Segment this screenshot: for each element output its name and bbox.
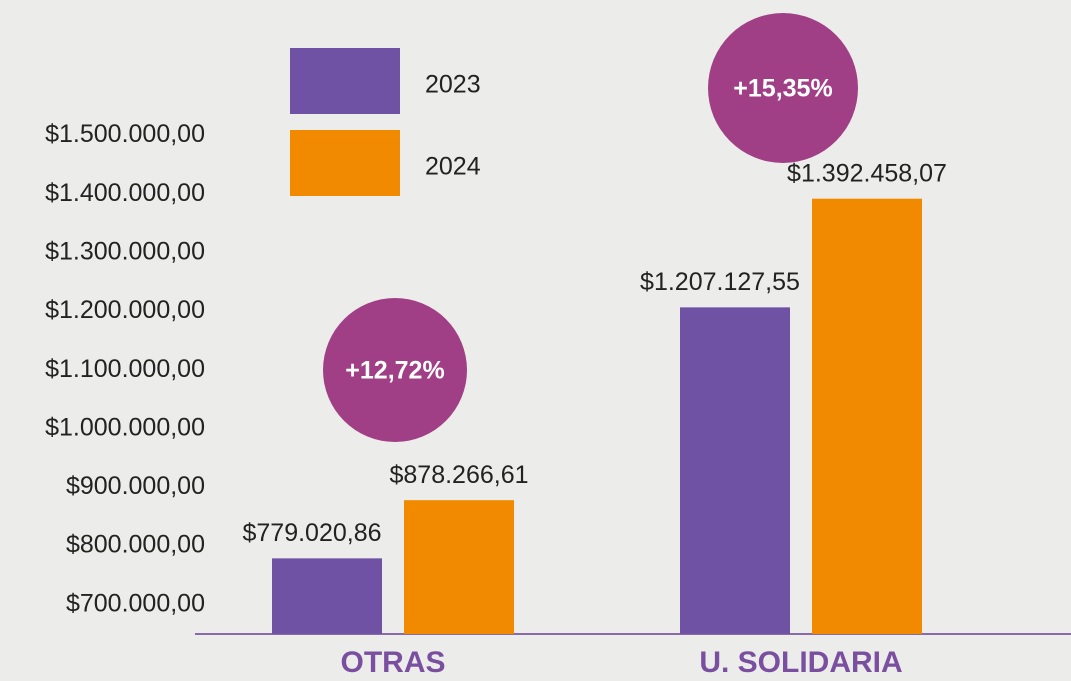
annotation-circle <box>708 13 858 163</box>
y-tick-label: $1.500.000,00 <box>45 120 205 148</box>
bar <box>812 198 922 634</box>
value-label: $1.392.458,07 <box>787 159 947 187</box>
value-label: $1.207.127,55 <box>640 268 800 296</box>
x-tick-label: U. SOLIDARIA <box>699 646 902 679</box>
y-tick-label: $900.000,00 <box>66 472 205 500</box>
annotation-circle <box>323 298 467 442</box>
y-tick-label: $1.200.000,00 <box>45 296 205 324</box>
value-label: $779.020,86 <box>242 519 381 547</box>
y-tick-label: $800.000,00 <box>66 531 205 559</box>
y-tick-label: $1.400.000,00 <box>45 179 205 207</box>
bar <box>272 558 382 634</box>
legend-label: 2024 <box>425 153 481 181</box>
annotation-text: +15,35% <box>733 75 832 103</box>
y-tick-label: $1.300.000,00 <box>45 238 205 266</box>
value-label: $878.266,61 <box>389 461 528 489</box>
legend-swatch <box>290 48 400 114</box>
y-tick-label: $700.000,00 <box>66 589 205 617</box>
legend-label: 2023 <box>425 71 481 99</box>
bar <box>404 500 514 634</box>
y-tick-label: $1.100.000,00 <box>45 355 205 383</box>
legend-swatch <box>290 130 400 196</box>
x-tick-label: OTRAS <box>341 646 446 679</box>
bar <box>680 307 790 634</box>
annotation-text: +12,72% <box>345 357 444 385</box>
y-tick-label: $1.000.000,00 <box>45 413 205 441</box>
